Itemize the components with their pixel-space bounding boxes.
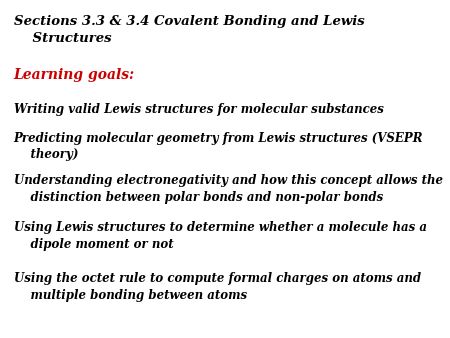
Text: Predicting molecular geometry from Lewis structures (VSEPR
    theory): Predicting molecular geometry from Lewis… bbox=[14, 132, 423, 161]
Text: Sections 3.3 & 3.4 Covalent Bonding and Lewis
    Structures: Sections 3.3 & 3.4 Covalent Bonding and … bbox=[14, 15, 364, 45]
Text: Using Lewis structures to determine whether a molecule has a
    dipole moment o: Using Lewis structures to determine whet… bbox=[14, 221, 427, 251]
Text: Understanding electronegativity and how this concept allows the
    distinction : Understanding electronegativity and how … bbox=[14, 174, 442, 203]
Text: Using the octet rule to compute formal charges on atoms and
    multiple bonding: Using the octet rule to compute formal c… bbox=[14, 272, 421, 301]
Text: Writing valid Lewis structures for molecular substances: Writing valid Lewis structures for molec… bbox=[14, 103, 383, 116]
Text: Learning goals:: Learning goals: bbox=[14, 68, 135, 81]
